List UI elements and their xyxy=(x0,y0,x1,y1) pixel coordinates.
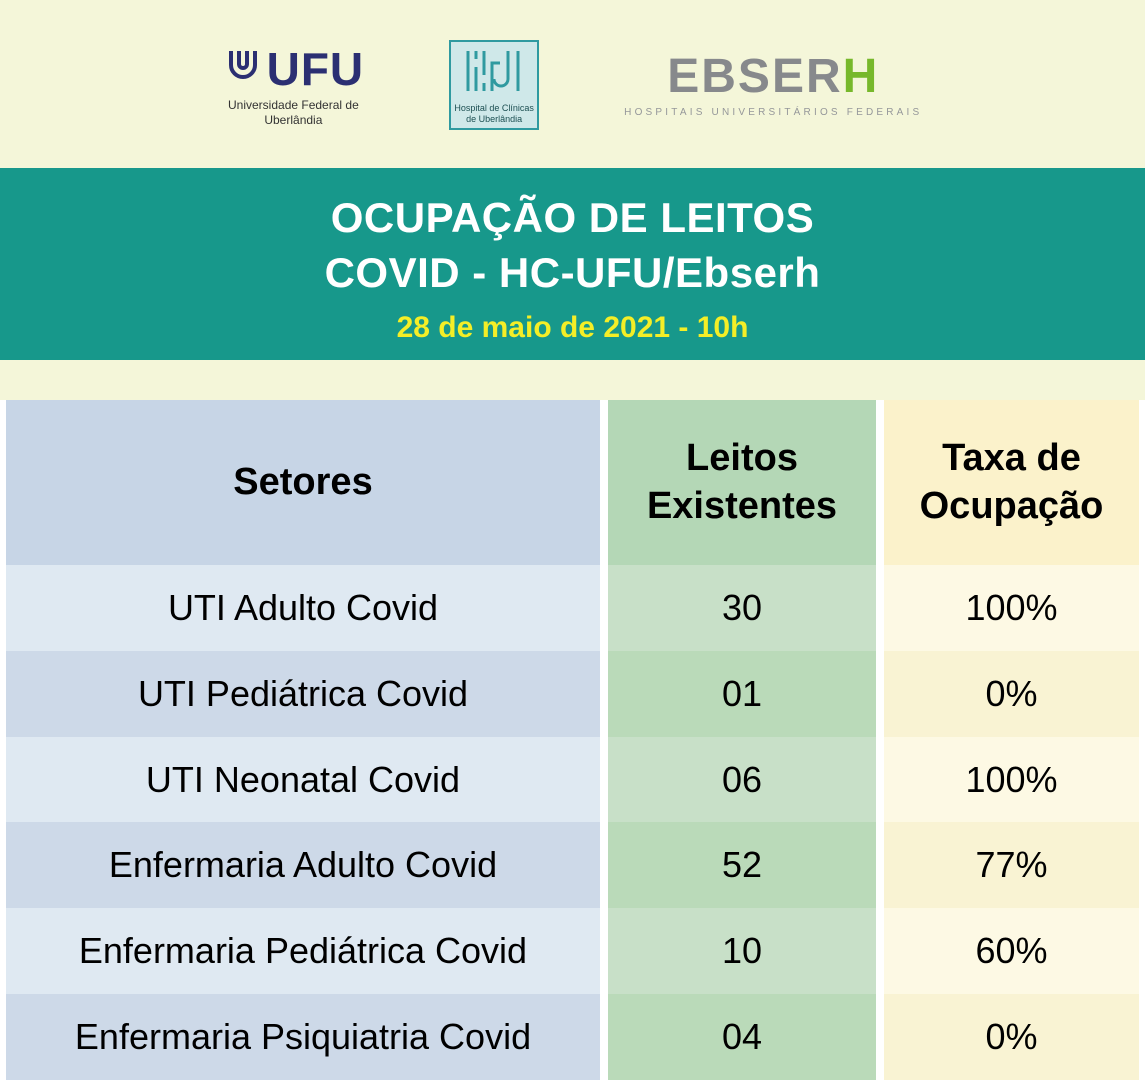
cell-taxa-row0: 100% xyxy=(884,565,1139,651)
cell-leitos-row5: 04 xyxy=(608,994,876,1080)
hc-caption-line2: de Uberlândia xyxy=(466,113,523,124)
ebserh-caption: HOSPITAIS UNIVERSITÁRIOS FEDERAIS xyxy=(624,106,923,118)
cell-setor-row4: Enfermaria Pediátrica Covid xyxy=(6,908,600,995)
column-taxa-ocupacao: Taxa de Ocupação 100% 0% 100% 77% 60% 0% xyxy=(884,400,1139,1080)
ebserh-wordmark-gray: EBSER xyxy=(667,49,843,103)
header-leitos-existentes: Leitos Existentes xyxy=(608,400,876,565)
cell-leitos-row0: 30 xyxy=(608,565,876,651)
title-banner: OCUPAÇÃO DE LEITOS COVID - HC-UFU/Ebserh… xyxy=(0,168,1145,360)
ufu-caption: Universidade Federal de Uberlândia xyxy=(228,98,359,128)
banner-title-line2: COVID - HC-UFU/Ebserh xyxy=(324,249,821,297)
ebserh-logo: EBSERH HOSPITAIS UNIVERSITÁRIOS FEDERAIS xyxy=(624,49,923,118)
occupancy-table: Setores UTI Adulto Covid UTI Pediátrica … xyxy=(0,400,1145,1080)
column-leitos-existentes: Leitos Existentes 30 01 06 52 10 04 xyxy=(608,400,876,1080)
ufu-logo-row: UFU xyxy=(223,42,365,96)
ufu-caption-line2: Uberlândia xyxy=(264,113,323,127)
cell-leitos-row2: 06 xyxy=(608,736,876,823)
ufu-wordmark: UFU xyxy=(266,43,365,95)
cell-taxa-row1: 0% xyxy=(884,650,1139,737)
header-setores: Setores xyxy=(6,400,600,565)
cell-setor-row1: UTI Pediátrica Covid xyxy=(6,650,600,737)
logo-strip: UFU Universidade Federal de Uberlândia xyxy=(0,26,1145,144)
ufu-u-icon xyxy=(223,47,263,92)
ebserh-wordmark: EBSERH xyxy=(667,49,880,103)
cell-taxa-row5: 0% xyxy=(884,994,1139,1080)
cell-leitos-row1: 01 xyxy=(608,650,876,737)
banner-date: 28 de maio de 2021 - 10h xyxy=(396,310,749,344)
cell-taxa-row2: 100% xyxy=(884,736,1139,823)
ebserh-wordmark-green: H xyxy=(842,49,880,103)
cell-taxa-row3: 77% xyxy=(884,822,1139,909)
ufu-caption-line1: Universidade Federal de xyxy=(228,98,359,112)
header-taxa-ocupacao: Taxa de Ocupação xyxy=(884,400,1139,565)
hc-logo: Hospital de Clínicas de Uberlândia xyxy=(449,40,540,130)
hc-logo-box: Hospital de Clínicas de Uberlândia xyxy=(449,40,540,130)
hc-caption: Hospital de Clínicas de Uberlândia xyxy=(454,103,534,124)
hc-caption-line1: Hospital de Clínicas xyxy=(454,103,534,114)
cell-setor-row5: Enfermaria Psiquiatria Covid xyxy=(6,994,600,1080)
cell-leitos-row3: 52 xyxy=(608,822,876,909)
cell-setor-row3: Enfermaria Adulto Covid xyxy=(6,822,600,909)
cell-setor-row2: UTI Neonatal Covid xyxy=(6,736,600,823)
hc-maze-icon xyxy=(466,51,520,91)
ufu-logo: UFU Universidade Federal de Uberlândia xyxy=(223,42,365,128)
cell-taxa-row4: 60% xyxy=(884,908,1139,995)
cell-leitos-row4: 10 xyxy=(608,908,876,995)
cell-setor-row0: UTI Adulto Covid xyxy=(6,565,600,651)
banner-title-line1: OCUPAÇÃO DE LEITOS xyxy=(330,194,815,241)
column-setores: Setores UTI Adulto Covid UTI Pediátrica … xyxy=(6,400,600,1080)
